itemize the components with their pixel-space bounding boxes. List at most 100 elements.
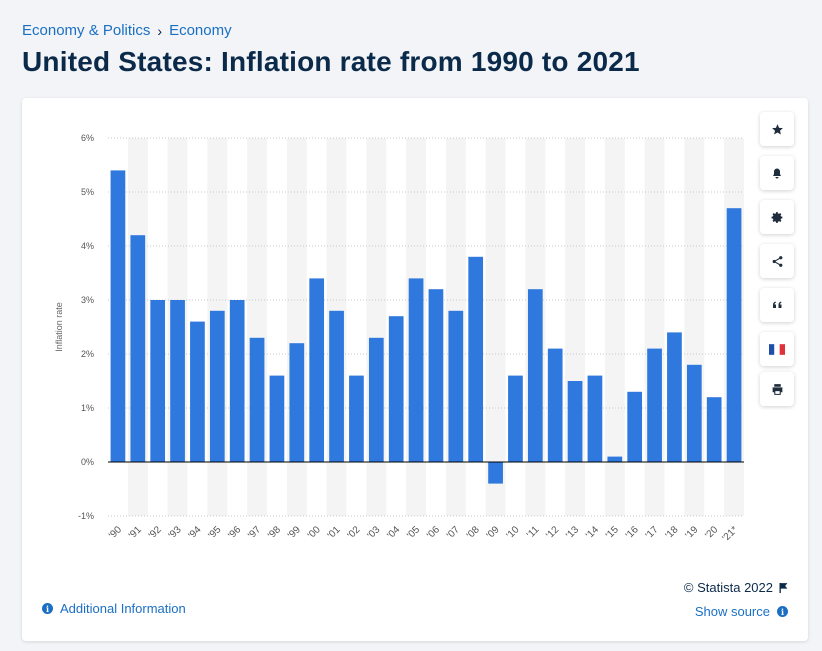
language-button[interactable] <box>760 332 794 366</box>
bar <box>329 310 344 462</box>
y-tick-label: 0% <box>81 457 94 467</box>
bar <box>726 208 742 462</box>
bar <box>706 397 722 462</box>
x-tick-label: '10 <box>505 524 522 541</box>
additional-information-label: Additional Information <box>60 601 186 616</box>
y-tick-label: 4% <box>81 241 94 251</box>
y-tick-label: -1% <box>78 511 94 521</box>
x-tick-label: '08 <box>465 524 482 541</box>
bar <box>190 321 205 462</box>
flag-fr-icon <box>769 343 785 355</box>
x-tick-label: '06 <box>425 524 442 541</box>
quote-icon <box>772 301 781 308</box>
page-title: United States: Inflation rate from 1990 … <box>22 46 640 77</box>
bell-icon <box>773 168 781 178</box>
x-tick-label: '11 <box>525 524 542 541</box>
y-axis-label: Inflation rate <box>54 302 64 352</box>
x-tick-label: '98 <box>266 524 283 541</box>
bar <box>150 300 166 462</box>
bar <box>309 278 325 462</box>
bar <box>547 348 563 462</box>
bar <box>627 391 643 462</box>
bar <box>368 337 384 462</box>
y-tick-label: 3% <box>81 295 94 305</box>
show-source-link[interactable]: Show source i <box>695 604 788 619</box>
bar <box>170 300 185 462</box>
x-tick-label: '00 <box>306 524 323 541</box>
breadcrumb-economy[interactable]: Economy <box>169 22 232 39</box>
breadcrumb: Economy & Politics › Economy <box>22 22 232 39</box>
x-tick-label: '16 <box>624 524 641 541</box>
bar <box>229 300 245 462</box>
x-tick-label: '97 <box>246 524 263 541</box>
bar <box>249 337 265 462</box>
bar <box>269 375 285 462</box>
bar <box>567 381 583 462</box>
citation-button[interactable] <box>760 288 794 322</box>
bar <box>349 375 364 462</box>
copyright: © Statista 2022 <box>684 580 788 595</box>
bar <box>289 343 305 462</box>
bar <box>647 348 662 462</box>
breadcrumb-economy-politics[interactable]: Economy & Politics <box>22 22 151 39</box>
x-tick-label: '04 <box>385 524 402 541</box>
favorite-button[interactable] <box>760 112 794 146</box>
bar <box>428 289 444 462</box>
bar <box>448 310 464 462</box>
y-tick-label: 6% <box>81 133 94 143</box>
x-tick-label: '96 <box>226 524 243 541</box>
info-icon: i <box>777 606 788 617</box>
settings-button[interactable] <box>760 200 794 234</box>
bar <box>130 235 146 462</box>
x-tick-label: '13 <box>564 524 581 541</box>
x-tick-label: '05 <box>405 524 422 541</box>
x-tick-label: '14 <box>584 524 601 541</box>
flag-icon[interactable] <box>779 582 788 593</box>
x-tick-label: '99 <box>286 524 303 541</box>
bar-chart: -1% 0% 1% 2% 3% 4% 5% 6% Inflation rate '90'91'92… <box>54 133 744 544</box>
x-tick-label: '94 <box>187 524 204 541</box>
y-tick-label: 5% <box>81 187 94 197</box>
bar <box>607 456 623 462</box>
copyright-text: © Statista 2022 <box>683 580 773 595</box>
share-button[interactable] <box>760 244 794 278</box>
chart-card: -1% 0% 1% 2% 3% 4% 5% 6% Inflation rate '90'91'92… <box>22 98 808 641</box>
bar <box>468 256 484 462</box>
gear-icon <box>771 211 782 223</box>
x-tick-label: '19 <box>683 524 700 541</box>
x-tick-label: '18 <box>664 524 681 541</box>
bar <box>408 278 424 462</box>
x-tick-label: '07 <box>445 524 462 541</box>
share-icon <box>772 255 782 267</box>
bar <box>686 364 702 462</box>
x-tick-label: '02 <box>346 524 363 541</box>
background-band <box>485 138 506 516</box>
y-tick-label: 2% <box>81 349 94 359</box>
x-tick-label: '01 <box>326 524 343 541</box>
x-tick-label: '92 <box>147 524 164 541</box>
x-tick-label: '03 <box>365 524 382 541</box>
additional-information-link[interactable]: i Additional Information <box>42 601 186 616</box>
bar <box>388 316 404 462</box>
star-icon <box>771 123 783 135</box>
bar <box>508 375 523 462</box>
bar <box>527 289 543 462</box>
x-tick-label: '12 <box>544 524 561 541</box>
x-tick-label: '17 <box>644 524 661 541</box>
show-source-label: Show source <box>694 604 770 619</box>
info-icon: i <box>42 603 53 614</box>
breadcrumb-separator: › <box>157 22 163 39</box>
bar <box>667 332 682 462</box>
x-tick-label: '09 <box>485 524 502 541</box>
bar <box>209 310 225 462</box>
x-tick-label: '15 <box>604 524 621 541</box>
notification-button[interactable] <box>760 156 794 190</box>
print-button[interactable] <box>760 372 794 406</box>
bar <box>110 170 126 462</box>
x-tick-label: '91 <box>127 524 144 541</box>
x-tick-label: '21* <box>720 524 740 544</box>
x-tick-label: '95 <box>206 524 223 541</box>
background-band <box>604 138 625 516</box>
x-tick-label: '90 <box>107 524 124 541</box>
x-tick-label: '93 <box>167 524 184 541</box>
